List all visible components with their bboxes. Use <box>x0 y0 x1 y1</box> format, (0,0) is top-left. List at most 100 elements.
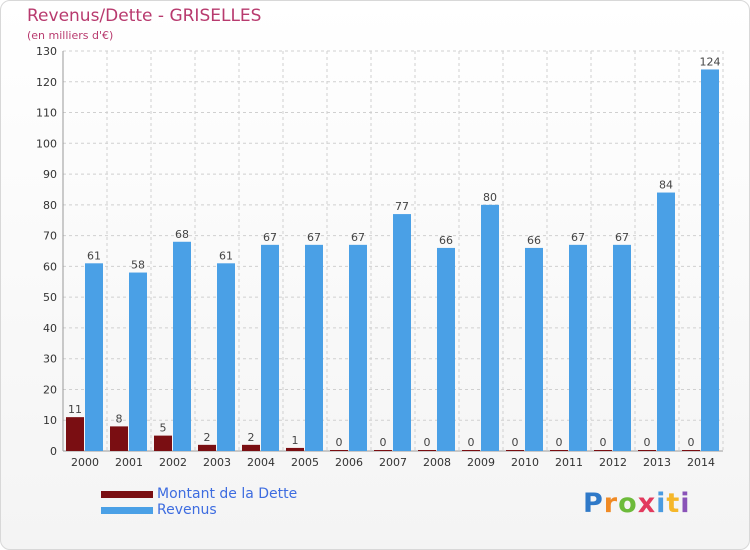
proxiti-logo: Proxiti <box>583 488 691 519</box>
data-label: 61 <box>219 249 233 262</box>
data-label: 67 <box>351 231 365 244</box>
x-tick-label: 2012 <box>599 456 627 469</box>
bar-revenue <box>525 247 543 451</box>
data-label: 2 <box>248 431 255 444</box>
data-label: 84 <box>659 179 673 192</box>
data-label: 66 <box>527 234 541 247</box>
logo-letter: i <box>656 488 667 519</box>
y-tick-label: 60 <box>43 260 57 273</box>
data-label: 67 <box>263 231 277 244</box>
bar-debt <box>286 447 304 451</box>
bar-revenue <box>217 263 235 451</box>
legend-swatch-debt <box>101 491 153 498</box>
bar-revenue <box>657 192 675 452</box>
data-label: 1 <box>292 434 299 447</box>
x-tick-label: 2002 <box>159 456 187 469</box>
bar-revenue <box>437 247 455 451</box>
data-label: 124 <box>700 55 721 68</box>
bar-debt <box>154 435 172 451</box>
data-label: 67 <box>615 231 629 244</box>
legend-swatch-revenue <box>101 507 153 514</box>
x-tick-label: 2003 <box>203 456 231 469</box>
y-tick-label: 130 <box>36 45 57 58</box>
bar-debt <box>638 450 656 451</box>
data-label: 66 <box>439 234 453 247</box>
bar-debt <box>506 450 524 451</box>
data-label: 77 <box>395 200 409 213</box>
y-tick-label: 90 <box>43 168 57 181</box>
x-tick-label: 2014 <box>687 456 715 469</box>
y-tick-label: 0 <box>50 445 57 458</box>
data-label: 61 <box>87 249 101 262</box>
x-tick-label: 2013 <box>643 456 671 469</box>
data-label: 11 <box>68 403 82 416</box>
bar-revenue <box>393 214 411 451</box>
logo-letter: x <box>637 488 657 519</box>
x-tick-label: 2005 <box>291 456 319 469</box>
bar-revenue <box>481 204 499 451</box>
data-label: 67 <box>571 231 585 244</box>
data-label: 0 <box>336 436 343 449</box>
data-label: 5 <box>160 422 167 435</box>
bar-revenue <box>349 244 367 451</box>
logo-letter: P <box>583 488 604 519</box>
data-label: 68 <box>175 228 189 241</box>
y-tick-label: 100 <box>36 137 57 150</box>
x-tick-label: 2004 <box>247 456 275 469</box>
bar-revenue <box>701 69 719 451</box>
legend-label-revenue: Revenus <box>157 502 217 518</box>
data-label: 0 <box>600 436 607 449</box>
data-label: 2 <box>204 431 211 444</box>
x-tick-label: 2010 <box>511 456 539 469</box>
data-label: 80 <box>483 191 497 204</box>
y-tick-label: 20 <box>43 383 57 396</box>
chart-title: Revenus/Dette - GRISELLES <box>27 6 262 26</box>
bar-debt <box>462 450 480 451</box>
logo-letter: o <box>618 488 638 519</box>
bar-debt <box>242 444 260 451</box>
bar-revenue <box>261 244 279 451</box>
bar-revenue <box>129 272 147 451</box>
legend-label-debt: Montant de la Dette <box>157 486 298 502</box>
data-label: 0 <box>424 436 431 449</box>
data-label: 0 <box>380 436 387 449</box>
bar-debt <box>682 450 700 451</box>
data-label: 0 <box>688 436 695 449</box>
logo-letter: i <box>680 488 691 519</box>
logo-letter: t <box>666 488 681 519</box>
data-label: 58 <box>131 259 145 272</box>
data-label: 67 <box>307 231 321 244</box>
data-label: 8 <box>116 412 123 425</box>
bar-debt <box>550 450 568 451</box>
bar-revenue <box>305 244 323 451</box>
bar-debt <box>330 450 348 451</box>
x-tick-label: 2009 <box>467 456 495 469</box>
data-label: 0 <box>468 436 475 449</box>
bar-revenue <box>569 244 587 451</box>
bar-debt <box>594 450 612 451</box>
data-label: 0 <box>512 436 519 449</box>
y-tick-label: 80 <box>43 199 57 212</box>
bar-debt <box>66 417 84 451</box>
x-tick-label: 2000 <box>71 456 99 469</box>
y-tick-label: 40 <box>43 322 57 335</box>
bars <box>66 69 719 452</box>
data-label: 0 <box>556 436 563 449</box>
x-tick-label: 2001 <box>115 456 143 469</box>
bar-revenue <box>173 241 191 451</box>
x-tick-label: 2011 <box>555 456 583 469</box>
bar-revenue <box>85 263 103 451</box>
chart-subtitle: (en milliers d'€) <box>27 29 114 42</box>
bar-debt <box>374 450 392 451</box>
x-tick-label: 2007 <box>379 456 407 469</box>
labels: 11 61 8 58 5 68 2 61 2 67 1 67 0 67 0 77 0 66 0 80 0 66 0 67 0 67… <box>68 55 721 449</box>
y-tick-label: 10 <box>43 414 57 427</box>
bar-revenue <box>613 244 631 451</box>
bar-debt <box>418 450 436 451</box>
bar-debt <box>110 426 128 451</box>
y-tick-label: 120 <box>36 76 57 89</box>
y-tick-label: 30 <box>43 353 57 366</box>
x-tick-label: 2008 <box>423 456 451 469</box>
